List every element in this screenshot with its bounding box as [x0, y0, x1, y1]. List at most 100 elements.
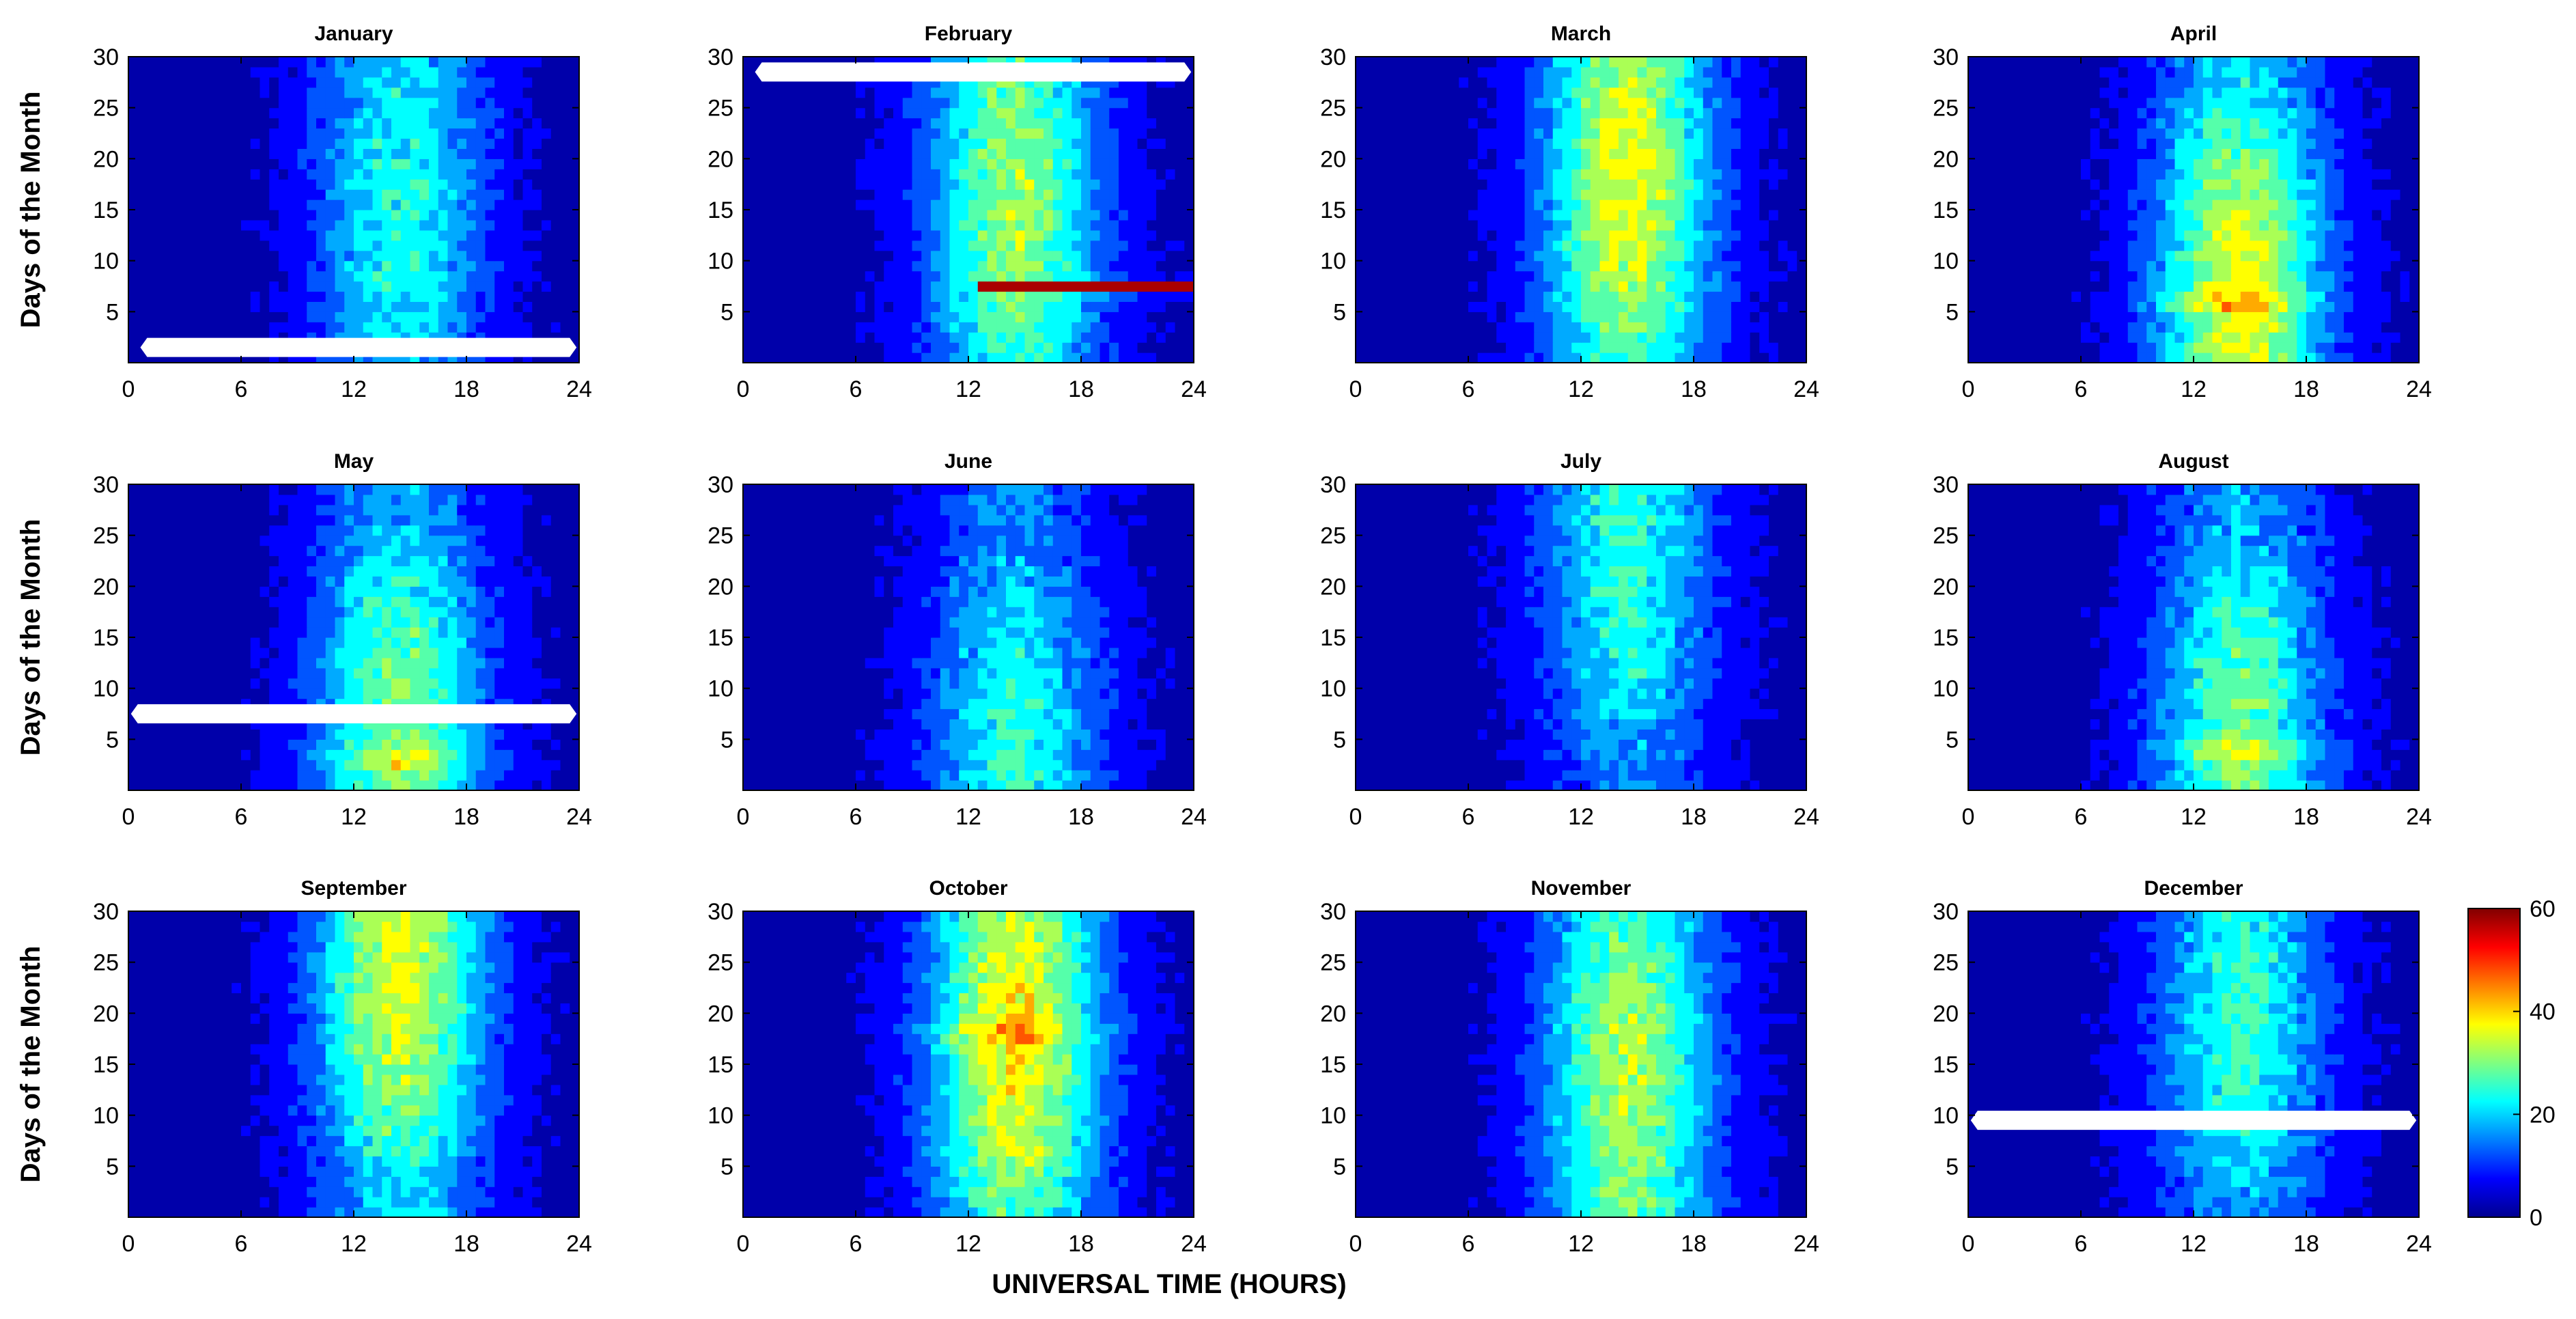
contour-cell	[1412, 352, 1422, 363]
contour-cell	[1072, 189, 1082, 200]
contour-cell	[1109, 270, 1119, 282]
contour-cell	[1006, 352, 1016, 363]
contour-cell	[977, 138, 988, 149]
contour-cell	[865, 301, 876, 312]
contour-cell	[1100, 117, 1110, 129]
contour-cell	[1393, 230, 1403, 241]
contour-cell	[156, 230, 167, 241]
contour-cell	[931, 270, 941, 282]
contour-cell	[194, 179, 204, 190]
contour-cell	[1524, 230, 1535, 241]
contour-cell	[222, 117, 232, 129]
contour-cell	[884, 107, 894, 119]
contour-cell	[771, 322, 781, 333]
contour-cell	[494, 311, 505, 322]
contour-cell	[1421, 270, 1431, 282]
contour-cell	[1787, 281, 1797, 292]
contour-cell	[2278, 250, 2288, 262]
contour-cell	[2024, 270, 2034, 282]
contour-cell	[137, 117, 148, 129]
contour-cell	[2409, 332, 2420, 343]
contour-cell	[382, 219, 392, 231]
contour-cell	[542, 219, 552, 231]
contour-cell	[1627, 117, 1638, 129]
contour-cell	[1440, 87, 1451, 98]
contour-cell	[2184, 332, 2194, 343]
contour-cell	[475, 158, 486, 169]
contour-cell	[1393, 322, 1403, 333]
contour-cell	[1034, 179, 1044, 190]
contour-cell	[485, 57, 495, 68]
contour-cell	[846, 107, 856, 119]
contour-cell	[194, 128, 204, 139]
contour-cell	[194, 107, 204, 119]
contour-cell	[2099, 342, 2110, 353]
contour-cell	[1412, 138, 1422, 149]
contour-cell	[194, 210, 204, 221]
contour-cell	[1987, 311, 1997, 322]
contour-cell	[949, 138, 960, 149]
contour-cell	[1543, 189, 1554, 200]
contour-cell	[789, 148, 800, 159]
contour-cell	[1081, 148, 1091, 159]
contour-cell	[447, 219, 458, 231]
contour-cell	[250, 189, 261, 200]
contour-cell	[410, 189, 420, 200]
contour-cell	[466, 291, 477, 302]
contour-cell	[1431, 199, 1441, 210]
contour-cell	[2202, 311, 2213, 322]
contour-cell	[1100, 240, 1110, 251]
contour-cell	[1147, 240, 1157, 251]
contour-cell	[457, 97, 467, 109]
contour-cell	[288, 128, 298, 139]
contour-cell	[316, 148, 326, 159]
contour-cell	[1778, 107, 1789, 119]
contour-cell	[2184, 352, 2194, 363]
contour-cell	[1468, 189, 1479, 200]
contour-cell	[1184, 169, 1194, 180]
contour-cell	[2146, 311, 2157, 322]
contour-cell	[363, 219, 374, 231]
contour-cell	[1722, 87, 1732, 98]
contour-cell	[447, 107, 458, 119]
contour-cell	[1552, 179, 1563, 190]
contour-cell	[1487, 148, 1497, 159]
contour-cell	[2043, 250, 2054, 262]
contour-cell	[1052, 311, 1063, 322]
contour-cell	[2006, 291, 2016, 302]
contour-cell	[212, 169, 223, 180]
contour-cell	[1627, 189, 1638, 200]
contour-cell	[1468, 117, 1479, 129]
contour-cell	[429, 281, 439, 292]
contour-cell	[1619, 57, 1629, 68]
contour-cell	[382, 189, 392, 200]
contour-cell	[1440, 270, 1451, 282]
contour-cell	[1487, 230, 1497, 241]
contour-cell	[410, 219, 420, 231]
contour-cell	[2372, 260, 2382, 272]
contour-cell	[1590, 199, 1601, 210]
contour-cell	[1552, 240, 1563, 251]
contour-cell	[147, 260, 157, 272]
contour-cell	[1421, 107, 1431, 119]
contour-cell	[2202, 332, 2213, 343]
contour-cell	[1109, 281, 1119, 292]
contour-cell	[1128, 179, 1138, 190]
contour-cell	[1487, 352, 1497, 363]
contour-cell	[2156, 240, 2166, 251]
contour-cell	[1656, 179, 1666, 190]
contour-cell	[410, 66, 420, 78]
contour-cell	[222, 281, 232, 292]
contour-cell	[1431, 179, 1441, 190]
contour-cell	[184, 219, 195, 231]
contour-cell	[1431, 97, 1441, 109]
x-tick-label: 6	[1462, 376, 1475, 402]
contour-cell	[1006, 138, 1016, 149]
contour-cell	[761, 107, 772, 119]
contour-cell	[1440, 230, 1451, 241]
contour-cell	[912, 342, 922, 353]
contour-cell	[1356, 87, 1366, 98]
contour-cell	[204, 138, 214, 149]
contour-cell	[884, 138, 894, 149]
contour-cell	[1402, 57, 1413, 68]
